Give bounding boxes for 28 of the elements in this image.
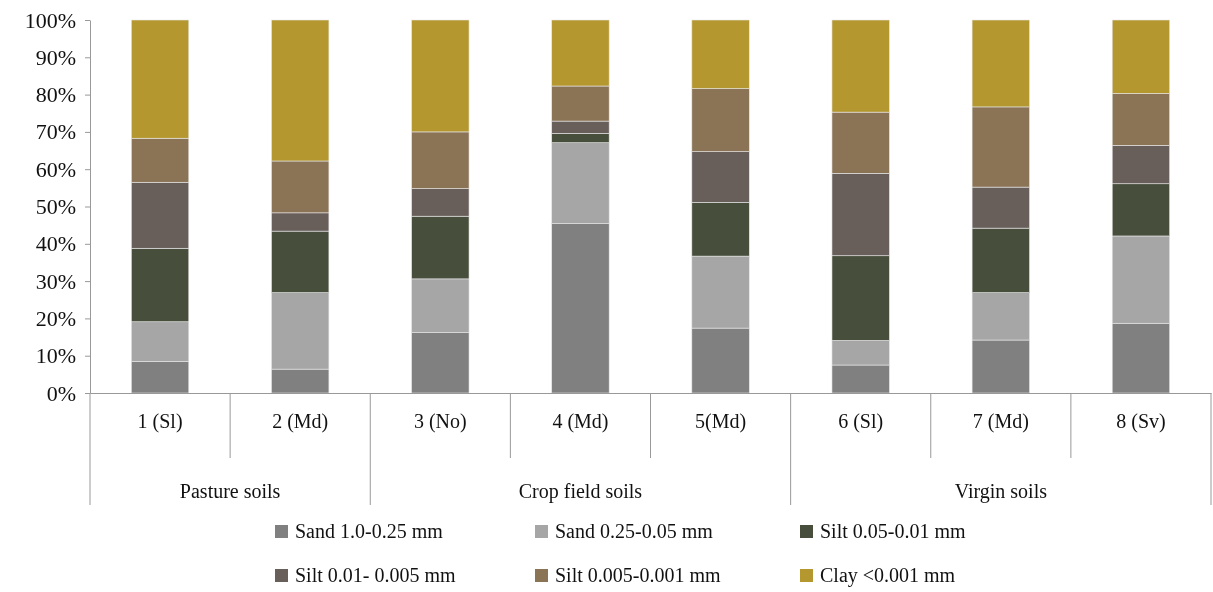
text: Crop field soils <box>518 480 643 503</box>
text: Pasture soils <box>179 480 281 502</box>
x-tick-label: 3 (No) <box>413 410 467 433</box>
x-tick-label: 2 (Md) <box>272 410 329 433</box>
y-tick-label: 50% <box>35 194 76 220</box>
y-tick-label: 0% <box>46 380 76 406</box>
x-tick-label: 6 (Sl) <box>838 410 884 433</box>
legend-label: Clay <0.001 mm <box>820 564 956 587</box>
x-tick-label: 1 (Sl) <box>137 410 183 433</box>
y-tick-label: 20% <box>35 305 76 331</box>
x-tick-label: 7 (Md) <box>972 410 1029 433</box>
legend-label: Silt 0.005-0.001 mm <box>555 564 722 586</box>
y-tick-label: 90% <box>35 44 76 70</box>
y-tick-label: 40% <box>35 231 76 257</box>
x-tick-label: 4 (Md) <box>552 410 609 433</box>
y-tick-label: 80% <box>35 82 76 108</box>
y-tick-label: 60% <box>35 156 76 182</box>
legend-label: Silt 0.01- 0.005 mm <box>295 564 457 586</box>
y-tick-label: 100% <box>24 7 76 33</box>
x-tick-label: 8 (Sv) <box>1116 410 1166 433</box>
y-tick-label: 10% <box>35 343 76 369</box>
legend-label: Sand 1.0-0.25 mm <box>295 520 444 542</box>
legend-label: Sand 0.25-0.05 mm <box>555 520 714 542</box>
text: Virgin soils <box>954 480 1048 503</box>
y-tick-label: 70% <box>35 119 76 145</box>
x-tick-label: 5(Md) <box>695 410 747 433</box>
y-tick-label: 30% <box>35 268 76 294</box>
legend-label: Silt 0.05-0.01 mm <box>820 520 967 542</box>
